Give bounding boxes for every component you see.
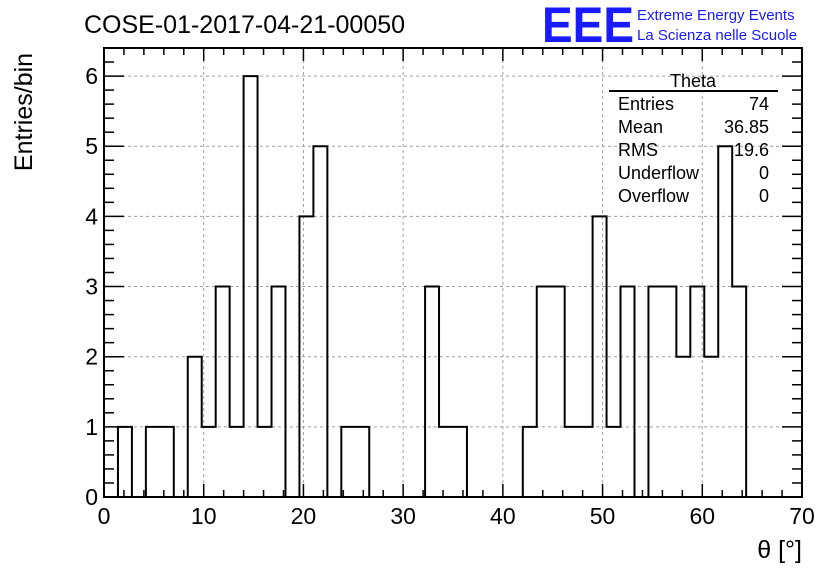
chart-title: COSE-01-2017-04-21-00050 bbox=[84, 11, 405, 39]
x-tick-label: 40 bbox=[490, 503, 516, 529]
grid-lines bbox=[104, 48, 802, 497]
x-tick-label: 0 bbox=[98, 503, 111, 529]
x-tick-labels: 0 10 20 30 40 50 60 70 bbox=[98, 503, 815, 529]
logo-line-1: Extreme Energy Events bbox=[637, 7, 795, 24]
x-tick-label: 30 bbox=[390, 503, 416, 529]
logo-mark: EEE bbox=[542, 0, 634, 53]
y-tick-label: 4 bbox=[85, 203, 98, 229]
y-tick-label: 5 bbox=[85, 133, 98, 159]
stats-row-value: 74 bbox=[749, 94, 769, 114]
y-axis-label: Entries/bin bbox=[10, 53, 38, 171]
histogram-outline bbox=[116, 75, 748, 498]
stats-title: Theta bbox=[670, 71, 717, 91]
stats-row-value: 0 bbox=[759, 163, 769, 183]
stats-box: Theta Entries 74 Mean 36.85 RMS 19.6 Underflow… bbox=[609, 71, 778, 206]
y-tick-label: 2 bbox=[85, 344, 98, 370]
stats-row-label: Underflow bbox=[618, 163, 700, 183]
stats-row-label: RMS bbox=[618, 140, 658, 160]
x-axis-label: θ [°] bbox=[757, 536, 802, 564]
stats-row-label: Overflow bbox=[618, 186, 690, 206]
y-tick-label: 1 bbox=[85, 414, 98, 440]
x-tick-label: 10 bbox=[191, 503, 217, 529]
y-tick-label: 0 bbox=[85, 484, 98, 510]
plot-frame bbox=[103, 47, 803, 498]
y-tick-label: 3 bbox=[85, 274, 98, 300]
x-tick-label: 70 bbox=[789, 503, 815, 529]
stats-row-label: Entries bbox=[618, 94, 674, 114]
stats-row-label: Mean bbox=[618, 117, 663, 137]
x-tick-label: 60 bbox=[689, 503, 715, 529]
stats-row-value: 19.6 bbox=[734, 140, 769, 160]
x-tick-label: 20 bbox=[291, 503, 317, 529]
stats-row-value: 36.85 bbox=[724, 117, 769, 137]
logo-line-2: La Scienza nelle Scuole bbox=[637, 27, 797, 44]
eee-logo: EEE Extreme Energy Events La Scienza nel… bbox=[542, 0, 797, 53]
axis-ticks bbox=[103, 47, 803, 498]
x-tick-label: 50 bbox=[590, 503, 616, 529]
stats-row-value: 0 bbox=[759, 186, 769, 206]
y-tick-labels: 0 1 2 3 4 5 6 bbox=[85, 63, 98, 510]
y-tick-label: 6 bbox=[85, 63, 98, 89]
